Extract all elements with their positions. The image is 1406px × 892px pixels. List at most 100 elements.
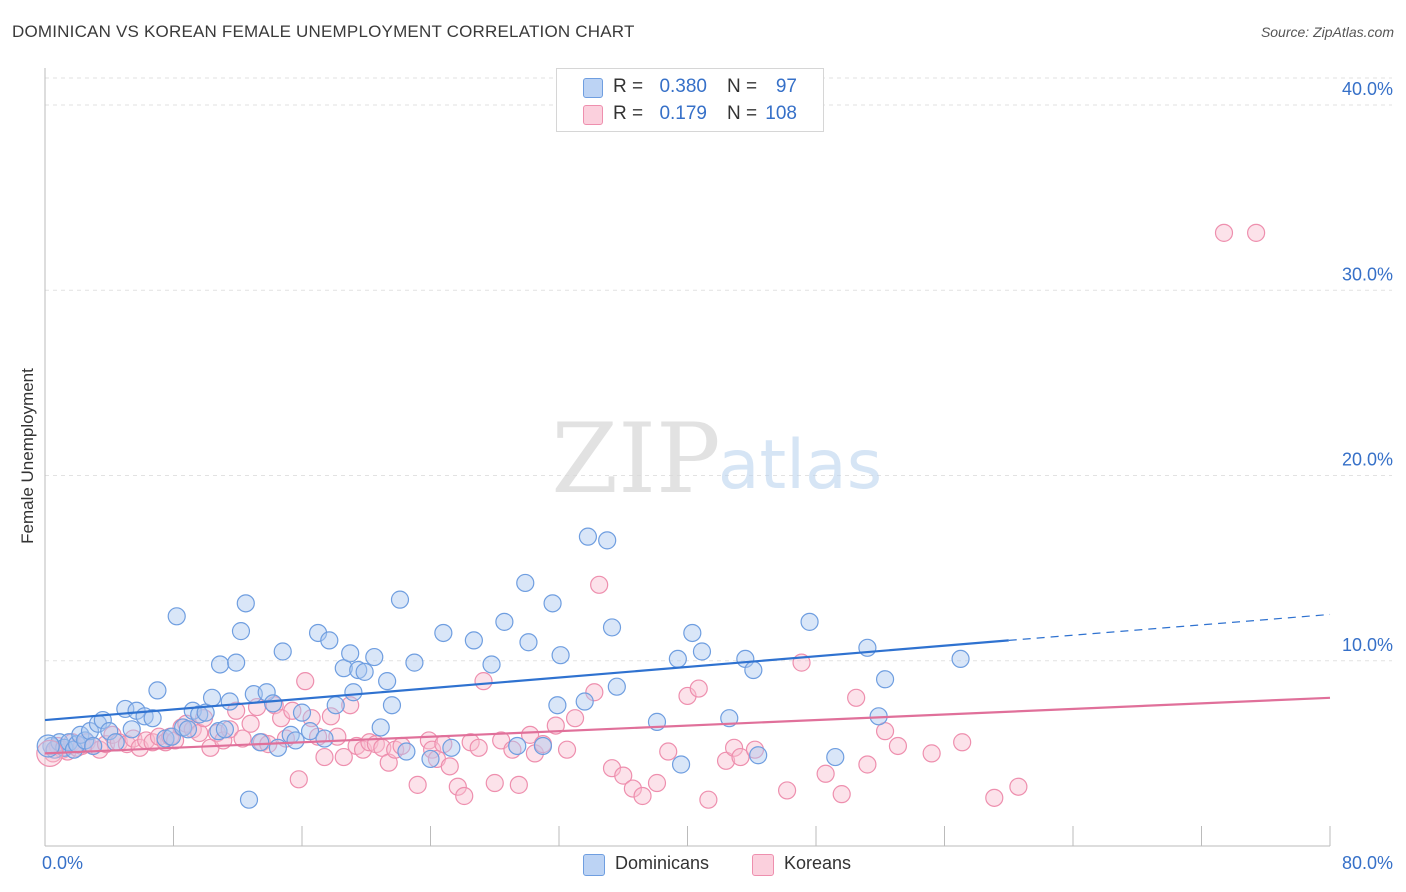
korean-point [565,709,585,728]
source-note: Source: ZipAtlas.com [1260,24,1394,40]
korean-point [220,720,239,739]
koreans-trend-line [44,696,1331,755]
dominican-point [382,696,402,715]
dominican-point [607,677,626,696]
dominican-point [308,623,328,643]
korean-point [509,775,528,794]
dominican-point [341,644,360,663]
korean-point [296,672,315,691]
dominican-point [273,642,292,661]
dominicans-trend-line [44,639,1009,722]
dominicans-swatch [583,854,605,876]
r-label: R = [613,103,644,124]
korean-point [289,770,308,789]
legend-label: Koreans [784,853,852,873]
korean-point [485,773,504,793]
n-value: 108 [765,103,797,124]
dominican-point [378,672,397,691]
korean-point [408,775,427,794]
r-value: 0.380 [659,76,707,97]
korean-point [448,777,467,796]
dominican-point [683,623,702,643]
korean-point [647,773,667,793]
legend-label: Dominicans [615,853,710,873]
korean-point [724,738,744,757]
korean-point [557,740,577,759]
x-tick-label: 0.0% [42,853,83,873]
dominican-point [543,594,562,613]
dominican-point [167,607,186,626]
dominican-point [602,618,622,637]
dominican-point [344,683,363,702]
dominican-point [858,638,877,657]
korean-point [590,575,609,594]
dominican-point [190,705,209,724]
korean-point [689,679,708,698]
korean-point [1247,223,1266,242]
korean-point [985,788,1004,807]
dominican-point [951,649,970,669]
dominican-point [268,738,288,757]
dominican-point [482,655,501,674]
correlation-legend: R = 0.380 N = 97 R = 0.179 N = 108 [556,68,824,132]
n-label: N = [727,76,758,97]
korean-point [777,781,797,800]
trend-lines [44,613,1331,755]
tick-labels: 10.0% 20.0% 30.0% 40.0% 0.0% 80.0% [42,79,1393,873]
korean-point [614,766,633,785]
dominicans-trend-extension [1008,613,1331,641]
dominican-point [720,709,739,728]
korean-point [455,786,474,806]
korean-point [832,785,851,804]
dominican-point [236,594,255,613]
dominican-point [371,718,390,737]
dominican-point [519,633,538,652]
korean-point [272,709,291,728]
korean-point [953,733,972,752]
dominican-point [671,755,691,774]
watermark-zip: ZIP [551,403,720,515]
dominican-point [365,647,384,667]
korean-point [633,786,652,806]
korean-point [602,759,622,778]
legend-row-dominicans: R = 0.380 N = 97 [557,73,823,101]
x-tick-label: 80.0% [1342,853,1393,873]
dominican-point [464,631,483,650]
dominican-point [231,622,251,641]
dominican-point [578,527,598,546]
korean-point [623,779,642,798]
dominicans-swatch [583,78,603,98]
dominican-point [292,703,312,722]
dominican-point [548,696,567,715]
dominican-point [442,738,461,757]
dominican-point [148,681,167,700]
dominican-point [300,722,320,741]
dominican-point [800,612,819,631]
dominican-point [71,725,90,744]
dominican-point [551,646,570,665]
y-tick-label: 40.0% [1342,79,1393,99]
korean-point [227,701,246,720]
korean-point [315,747,334,767]
dominican-point [516,573,535,593]
dominican-point [397,742,416,761]
korean-point [474,672,493,691]
dominican-point [239,790,259,809]
dominican-point [220,692,239,711]
dominican-point [326,696,345,715]
dominican-point [405,653,424,672]
korean-point [520,725,540,744]
dominican-point [692,642,712,661]
r-value: 0.179 [659,103,707,124]
korean-point [546,716,565,735]
dominican-point [227,653,246,672]
y-axis-label: Female Unemployment [18,368,37,544]
dominican-point [106,733,125,752]
korean-point [469,738,488,757]
korean-point [858,755,877,774]
dominican-point [202,688,222,707]
koreans-swatch [583,105,603,125]
dominican-point [826,747,845,767]
korean-point [1009,777,1028,796]
